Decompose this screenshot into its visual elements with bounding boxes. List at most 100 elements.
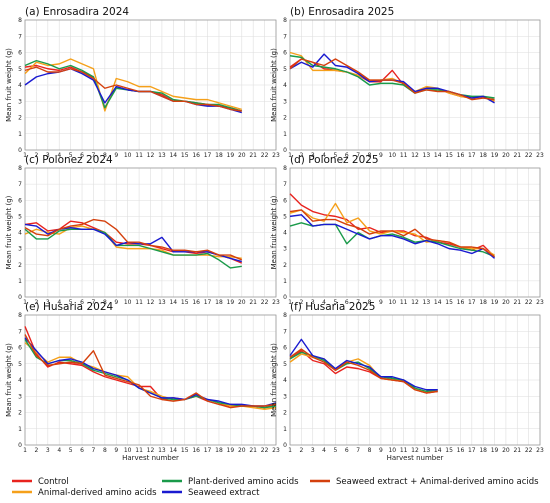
panel-title: (a) Enrosadira 2024 (25, 6, 129, 18)
y-tick-label: 1 (18, 278, 22, 285)
y-tick-label: 5 (18, 213, 22, 220)
y-tick-label: 8 (18, 165, 22, 172)
x-tick-label: 10 (388, 447, 396, 454)
x-tick-label: 11 (400, 299, 408, 306)
legend-label: Plant-derived amino acids (188, 477, 299, 487)
x-tick-label: 8 (103, 447, 107, 454)
x-tick-label: 10 (388, 152, 396, 159)
x-tick-label: 9 (114, 152, 118, 159)
x-tick-label: 12 (147, 152, 155, 159)
x-tick-label: 5 (334, 299, 338, 306)
x-tick-label: 9 (114, 299, 118, 306)
x-tick-label: 3 (46, 299, 50, 306)
y-tick-label: 8 (18, 312, 22, 319)
y-tick-label: 5 (283, 66, 287, 73)
legend-item-control: Control (12, 477, 69, 487)
y-tick-label: 7 (283, 33, 287, 40)
y-axis-label: Mean fruit weight (g) (5, 343, 13, 417)
x-tick-label: 4 (57, 299, 61, 306)
x-tick-label: 18 (215, 299, 223, 306)
series-line-seaweed (289, 214, 496, 259)
x-tick-label: 7 (356, 447, 360, 454)
x-tick-label: 18 (215, 152, 223, 159)
x-tick-label: 19 (491, 447, 499, 454)
plot-frame (24, 167, 277, 298)
x-tick-label: 9 (379, 152, 383, 159)
x-tick-label: 14 (169, 299, 177, 306)
y-tick-label: 1 (283, 426, 287, 433)
x-tick-label: 3 (311, 447, 315, 454)
legend-label: Seaweed extract + Animal-derived amino a… (336, 477, 539, 487)
x-axis-label: Harvest number (387, 454, 444, 462)
y-tick-label: 6 (18, 50, 22, 57)
x-tick-label: 15 (445, 152, 453, 159)
y-axis-label: Mean fruit weight (g) (5, 195, 13, 269)
x-tick-label: 3 (311, 152, 315, 159)
x-tick-label: 8 (368, 447, 372, 454)
y-tick-label: 6 (283, 345, 287, 352)
x-tick-label: 13 (423, 299, 431, 306)
x-tick-label: 8 (368, 299, 372, 306)
y-tick-label: 3 (18, 246, 22, 253)
x-tick-label: 19 (227, 152, 235, 159)
x-tick-label: 11 (135, 152, 143, 159)
legend-item-plant: Plant-derived amino acids (162, 477, 299, 487)
x-tick-label: 4 (322, 152, 326, 159)
x-tick-label: 6 (345, 152, 349, 159)
x-tick-label: 23 (272, 447, 280, 454)
legend-label: Animal-derived amino acids (38, 488, 157, 498)
y-tick-label: 2 (18, 115, 22, 122)
x-tick-label: 7 (92, 447, 96, 454)
x-tick-label: 21 (249, 152, 257, 159)
x-tick-label: 10 (388, 299, 396, 306)
y-tick-label: 2 (283, 115, 287, 122)
y-tick-label: 8 (283, 312, 287, 319)
x-tick-label: 18 (479, 447, 487, 454)
x-tick-label: 1 (23, 152, 27, 159)
y-tick-label: 0 (283, 147, 287, 154)
y-tick-label: 3 (18, 393, 22, 400)
y-tick-label: 0 (283, 442, 287, 449)
panel-title: (d) Polonez 2025 (290, 154, 379, 166)
x-tick-label: 20 (238, 152, 246, 159)
x-tick-label: 7 (356, 299, 360, 306)
series-line-seaweed (289, 338, 438, 391)
series-line-combo (24, 218, 243, 261)
x-tick-label: 12 (411, 447, 419, 454)
plot-frame (24, 314, 277, 446)
x-tick-label: 15 (445, 299, 453, 306)
y-tick-label: 8 (18, 17, 22, 24)
series-line-combo (289, 209, 495, 258)
legend-item-animal: Animal-derived amino acids (12, 488, 157, 498)
y-tick-label: 2 (18, 410, 22, 417)
x-tick-label: 14 (434, 152, 442, 159)
series-line-seaweed (24, 337, 277, 407)
y-tick-label: 1 (18, 131, 22, 138)
x-tick-label: 19 (491, 152, 499, 159)
x-tick-label: 5 (69, 447, 73, 454)
y-tick-label: 5 (18, 66, 22, 73)
x-tick-label: 3 (46, 447, 50, 454)
panel-title: (f) Husaria 2025 (290, 301, 375, 313)
y-tick-label: 7 (18, 328, 22, 335)
y-tick-label: 7 (18, 33, 22, 40)
x-tick-label: 16 (192, 152, 200, 159)
y-tick-label: 4 (283, 230, 287, 237)
x-tick-label: 17 (468, 447, 476, 454)
y-tick-label: 5 (283, 213, 287, 220)
x-tick-label: 2 (34, 299, 38, 306)
x-tick-label: 5 (334, 152, 338, 159)
y-tick-label: 6 (18, 197, 22, 204)
y-tick-label: 7 (283, 181, 287, 188)
y-tick-label: 3 (283, 98, 287, 105)
x-tick-label: 16 (192, 299, 200, 306)
x-tick-label: 11 (135, 299, 143, 306)
series-line-animal (289, 51, 495, 102)
x-tick-label: 23 (536, 447, 544, 454)
